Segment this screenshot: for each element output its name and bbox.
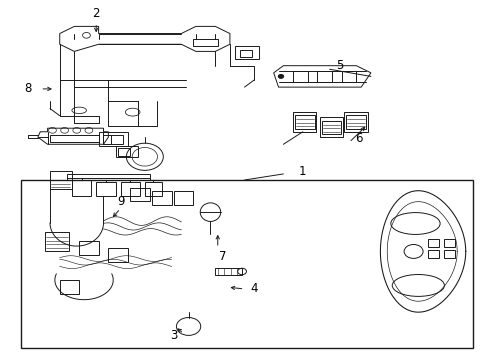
Bar [239,50,251,57]
Bar [427,239,438,247]
Bar [346,115,365,129]
Bar [118,148,130,156]
Text: 1: 1 [299,165,306,177]
Bar [79,241,99,255]
Bar [60,280,79,294]
Bar [294,115,314,129]
Bar [50,171,72,189]
Bar [443,250,454,257]
Text: 9: 9 [117,195,124,208]
Bar [99,132,127,146]
Text: 7: 7 [219,250,226,263]
Bar [215,268,242,275]
Bar [21,180,472,348]
Bar [120,182,140,196]
Text: 6: 6 [354,132,362,145]
Bar [45,232,69,251]
Bar [116,146,137,157]
Bar [50,135,99,143]
Bar [72,180,91,196]
Bar [193,39,217,46]
Text: 2: 2 [92,8,100,21]
Text: 8: 8 [24,82,32,95]
Bar [103,135,122,144]
Bar [96,182,116,196]
Bar [67,174,149,180]
Bar [108,248,127,262]
Bar [174,192,193,205]
Circle shape [278,75,283,78]
Bar [319,117,343,137]
Bar [427,250,438,257]
Bar [321,121,341,134]
Bar [152,192,171,205]
Text: 4: 4 [250,283,258,296]
Text: 3: 3 [170,329,177,342]
Bar [292,112,316,132]
Bar [144,182,162,196]
Text: 5: 5 [335,59,342,72]
Bar [234,46,259,59]
Bar [443,239,454,247]
Bar [130,188,149,202]
Bar [344,112,367,132]
